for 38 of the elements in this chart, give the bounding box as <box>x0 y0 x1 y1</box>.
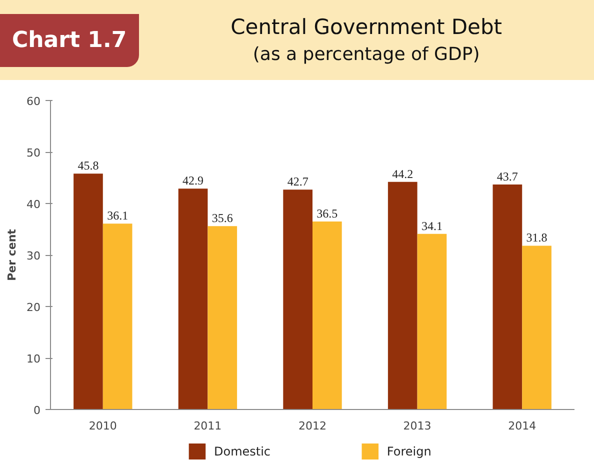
y-tick-label: 50 <box>26 146 41 160</box>
bar <box>283 190 312 410</box>
y-tick-label: 10 <box>26 352 41 366</box>
bar <box>102 224 132 410</box>
bar <box>178 188 208 410</box>
data-label: 44.2 <box>392 166 414 181</box>
bar <box>522 246 552 410</box>
data-label: 35.6 <box>212 211 233 226</box>
legend-label: Domestic <box>214 444 271 458</box>
data-label: 34.1 <box>421 218 442 233</box>
data-label: 43.7 <box>496 169 518 184</box>
x-tick-label: 2014 <box>508 420 536 432</box>
data-label: 36.5 <box>316 206 338 221</box>
data-label: 42.7 <box>287 174 308 189</box>
data-label: 42.9 <box>182 174 204 188</box>
chart-subtitle: (as a percentage of GDP) <box>252 43 481 68</box>
legend-label: Foreign <box>386 444 432 458</box>
y-axis-title: Per cent <box>6 229 19 281</box>
y-tick-label: 60 <box>26 95 41 108</box>
data-label: 31.8 <box>526 230 548 245</box>
y-tick-label: 40 <box>26 198 41 211</box>
y-tick-label: 20 <box>26 301 41 314</box>
bar <box>208 226 238 410</box>
y-tick-label: 30 <box>26 250 41 262</box>
data-label: 36.1 <box>107 208 128 223</box>
y-tick-label: 0 <box>34 404 40 417</box>
chart-title: Central Government Debt <box>230 14 504 42</box>
bar <box>74 174 103 410</box>
bar <box>312 222 342 410</box>
bar <box>492 184 522 410</box>
data-label: 45.8 <box>78 158 99 173</box>
bar <box>417 234 447 410</box>
bar <box>388 182 418 410</box>
x-tick-label: 2012 <box>298 420 327 432</box>
x-tick-label: 2010 <box>88 420 117 432</box>
x-tick-label: 2011 <box>194 420 222 432</box>
x-tick-label: 2013 <box>403 420 432 432</box>
caption: Chart 1.7 <box>0 14 139 66</box>
